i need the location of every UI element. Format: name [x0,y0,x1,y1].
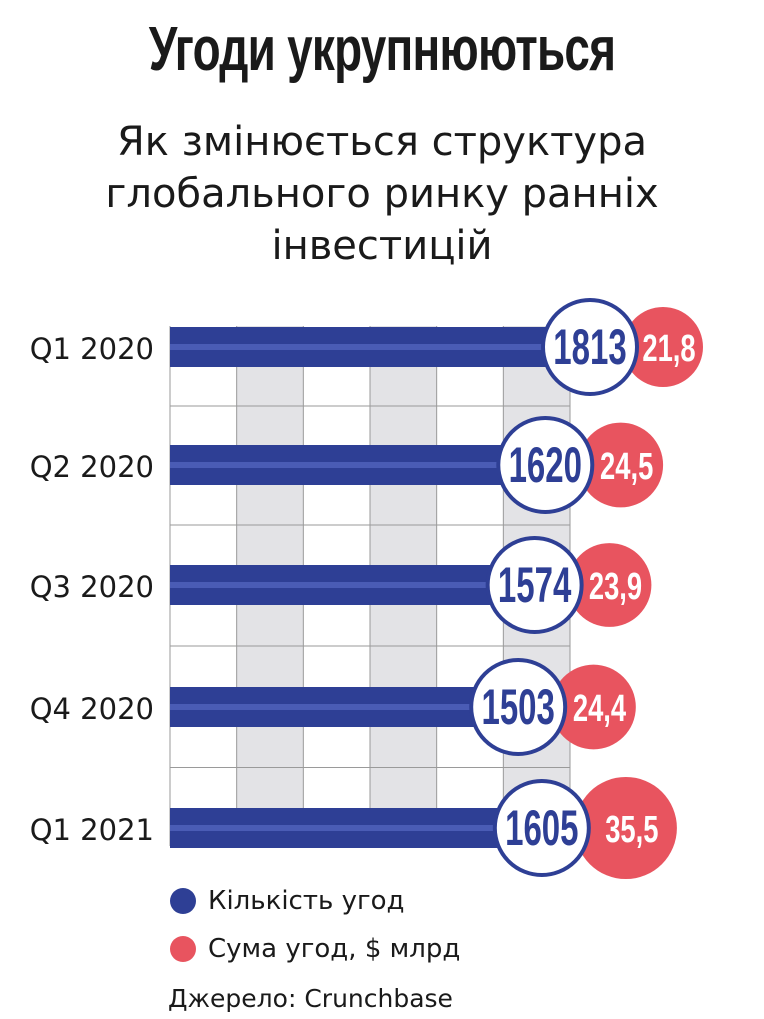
count-bar-stripe [170,582,535,588]
count-circle [496,416,595,514]
subtitle-line: інвестицій [271,223,493,269]
legend-label-amount: Сума угод, $ млрд [208,934,461,964]
count-label: 1813 [553,319,626,374]
legend-swatch-count [170,888,196,914]
count-bar-stripe [170,344,590,350]
category-label: Q2 2020 [30,450,154,484]
amount-circle [574,776,677,880]
amount-label: 21,8 [642,328,695,370]
count-label: 1503 [481,679,554,734]
legend-label-count: Кількість угод [208,886,405,916]
count-circle [469,658,568,756]
category-label: Q1 2021 [30,813,154,847]
amount-circle [551,664,636,750]
chart-subtitle: Як змінюється структура глобального ринк… [60,116,704,272]
amount-label: 24,4 [573,688,627,730]
amount-label: 23,9 [589,566,642,608]
subtitle-line: Як змінюється структура [116,119,648,165]
bar-chart: Q1 2020 21,8 1813 Q2 2020 24,5 1620 Q3 2020 23,… [30,298,703,880]
count-label: 1620 [509,437,582,492]
legend-swatch-amount [170,936,196,962]
amount-circle [578,422,664,508]
legend-item-amount: Сума угод, $ млрд [170,934,460,964]
amount-circle [567,543,652,627]
category-label: Q3 2020 [30,570,154,604]
count-circle [485,536,584,634]
category-label: Q4 2020 [30,692,154,726]
amount-label: 24,5 [600,446,653,488]
count-circle [541,298,639,396]
chart-title: Угоди укрупнюються [148,15,616,84]
category-label: Q1 2020 [30,332,154,366]
amount-label: 35,5 [605,809,658,851]
source-note: Джерело: Crunchbase [168,984,453,1013]
amount-circle [623,307,703,387]
legend-item-count: Кількість угод [170,886,405,916]
count-bar-stripe [170,825,542,831]
subtitle-line: глобального ринку ранніх [105,171,659,217]
count-label: 1605 [505,800,578,855]
count-bar-stripe [170,704,519,710]
count-label: 1574 [498,557,572,612]
count-bar-stripe [170,462,546,468]
count-circle [492,779,591,877]
